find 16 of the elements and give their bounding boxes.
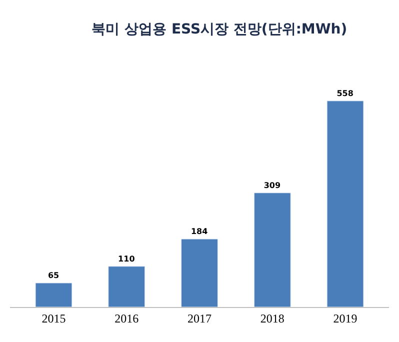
- bar: [254, 192, 291, 307]
- bar: [181, 238, 218, 307]
- x-tick-label: 2018: [260, 311, 284, 326]
- data-label: 110: [118, 254, 136, 264]
- data-label: 558: [336, 88, 354, 98]
- bar: [35, 282, 72, 307]
- data-label: 309: [264, 180, 281, 190]
- bar: [326, 100, 364, 307]
- data-label: 65: [48, 270, 60, 280]
- chart-title: 북미 상업용 ESS시장 전망(단위:MWh): [92, 22, 348, 38]
- x-tick-label: 2017: [188, 311, 212, 326]
- x-tick-label: 2015: [42, 311, 66, 326]
- x-tick-label: 2016: [114, 311, 139, 326]
- bar: [108, 266, 146, 307]
- x-tick-label: 2019: [333, 311, 358, 326]
- data-label: 184: [190, 227, 208, 236]
